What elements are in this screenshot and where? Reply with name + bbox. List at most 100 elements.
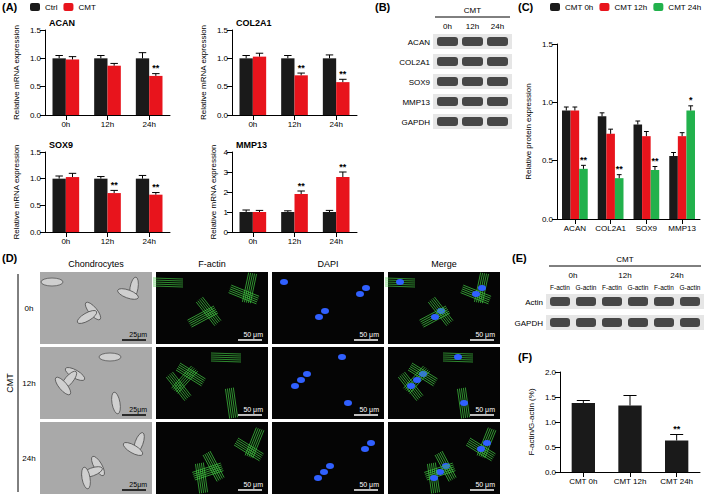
svg-text:1.5: 1.5 xyxy=(217,26,229,35)
svg-text:50 μm: 50 μm xyxy=(359,331,379,339)
svg-text:12h: 12h xyxy=(101,237,114,246)
svg-text:50 μm: 50 μm xyxy=(475,406,495,414)
svg-text:**: ** xyxy=(616,164,624,174)
svg-text:CMT: CMT xyxy=(5,373,15,393)
svg-text:CMT: CMT xyxy=(78,3,95,12)
svg-text:COL2A1: COL2A1 xyxy=(236,18,272,28)
svg-text:12h: 12h xyxy=(288,120,301,129)
svg-text:CMT: CMT xyxy=(616,255,633,264)
svg-text:Ctrl: Ctrl xyxy=(45,3,58,12)
svg-text:(D): (D) xyxy=(2,252,18,264)
svg-text:F-actin: F-actin xyxy=(198,259,226,269)
svg-text:COL2A1: COL2A1 xyxy=(399,58,430,67)
svg-text:0: 0 xyxy=(224,228,229,237)
svg-text:0h: 0h xyxy=(61,120,70,129)
svg-text:3: 3 xyxy=(224,168,229,177)
svg-text:SOX9: SOX9 xyxy=(409,78,431,87)
svg-text:GAPDH: GAPDH xyxy=(402,118,431,127)
svg-text:**: ** xyxy=(298,181,306,191)
svg-text:1.0: 1.0 xyxy=(30,54,42,63)
svg-text:1.5: 1.5 xyxy=(30,26,42,35)
svg-text:1.5: 1.5 xyxy=(542,40,554,49)
svg-text:**: ** xyxy=(339,69,347,79)
svg-text:0.0: 0.0 xyxy=(545,468,557,477)
svg-text:1.0: 1.0 xyxy=(542,98,554,107)
svg-text:Relative mRNA expression: Relative mRNA expression xyxy=(12,144,21,239)
svg-text:24h: 24h xyxy=(491,22,504,31)
svg-text:1: 1 xyxy=(224,208,229,217)
svg-text:DAPI: DAPI xyxy=(317,259,338,269)
svg-text:4: 4 xyxy=(224,148,229,157)
svg-text:*: * xyxy=(689,95,693,105)
svg-text:25μm: 25μm xyxy=(129,481,147,489)
svg-text:**: ** xyxy=(111,180,119,190)
svg-text:25μm: 25μm xyxy=(129,331,147,339)
svg-text:Relative protein expression: Relative protein expression xyxy=(524,83,533,180)
svg-text:MMP13: MMP13 xyxy=(236,140,267,150)
svg-text:24h: 24h xyxy=(329,237,342,246)
svg-text:0.5: 0.5 xyxy=(217,82,229,91)
svg-text:50 μm: 50 μm xyxy=(475,331,495,339)
svg-text:0.0: 0.0 xyxy=(30,111,42,120)
svg-text:24h: 24h xyxy=(670,271,683,280)
svg-text:0h: 0h xyxy=(443,22,452,31)
svg-text:1.5: 1.5 xyxy=(30,148,42,157)
svg-text:0h: 0h xyxy=(569,271,578,280)
svg-text:2: 2 xyxy=(224,188,229,197)
svg-text:CMT: CMT xyxy=(464,6,481,15)
svg-text:CMT 0h: CMT 0h xyxy=(565,3,593,12)
svg-text:GAPDH: GAPDH xyxy=(515,319,544,328)
svg-text:(F): (F) xyxy=(518,351,532,363)
svg-text:G-actin: G-actin xyxy=(680,284,701,291)
svg-text:0.5: 0.5 xyxy=(542,156,554,165)
svg-text:50 μm: 50 μm xyxy=(243,331,263,339)
svg-text:0.5: 0.5 xyxy=(545,443,557,452)
svg-text:0h: 0h xyxy=(248,237,257,246)
svg-text:ACAN: ACAN xyxy=(49,18,75,28)
svg-text:G-actin: G-actin xyxy=(576,284,597,291)
svg-text:Relative mRNA expression: Relative mRNA expression xyxy=(209,144,218,239)
svg-text:**: ** xyxy=(298,63,306,73)
svg-text:(B): (B) xyxy=(375,1,391,13)
svg-text:50 μm: 50 μm xyxy=(359,406,379,414)
svg-text:50 μm: 50 μm xyxy=(243,406,263,414)
svg-text:G-actin: G-actin xyxy=(628,284,649,291)
svg-text:0h: 0h xyxy=(248,120,257,129)
svg-text:1.0: 1.0 xyxy=(30,174,42,183)
svg-text:Actin: Actin xyxy=(525,298,543,307)
svg-text:12h: 12h xyxy=(101,120,114,129)
svg-text:1.0: 1.0 xyxy=(545,418,557,427)
svg-text:12h: 12h xyxy=(22,379,35,388)
svg-text:MMP13: MMP13 xyxy=(402,98,430,107)
svg-text:0.5: 0.5 xyxy=(30,82,42,91)
svg-text:CMT 12h: CMT 12h xyxy=(614,477,647,486)
svg-text:12h: 12h xyxy=(466,22,479,31)
svg-text:Relative mRNA expression: Relative mRNA expression xyxy=(199,25,208,120)
svg-text:2.0: 2.0 xyxy=(545,368,557,377)
svg-text:24h: 24h xyxy=(22,454,35,463)
svg-text:CMT 0h: CMT 0h xyxy=(569,477,597,486)
svg-text:F-actin: F-actin xyxy=(550,284,570,291)
svg-text:(E): (E) xyxy=(512,252,527,264)
svg-text:CMT 24h: CMT 24h xyxy=(668,3,701,12)
svg-text:24h: 24h xyxy=(142,120,155,129)
svg-text:SOX9: SOX9 xyxy=(636,224,658,233)
svg-text:COL2A1: COL2A1 xyxy=(595,224,626,233)
svg-text:50 μm: 50 μm xyxy=(243,481,263,489)
svg-text:Merge: Merge xyxy=(431,259,457,269)
svg-text:(C): (C) xyxy=(518,1,534,13)
svg-text:**: ** xyxy=(152,182,160,192)
svg-text:**: ** xyxy=(673,424,681,434)
svg-text:0h: 0h xyxy=(25,304,34,313)
svg-text:50 μm: 50 μm xyxy=(359,481,379,489)
svg-text:MMP13: MMP13 xyxy=(668,224,696,233)
svg-text:24h: 24h xyxy=(142,237,155,246)
svg-text:0h: 0h xyxy=(61,237,70,246)
svg-text:SOX9: SOX9 xyxy=(49,140,73,150)
svg-text:**: ** xyxy=(651,156,659,166)
svg-text:Chondrocytes: Chondrocytes xyxy=(68,259,124,269)
svg-text:ACAN: ACAN xyxy=(564,224,586,233)
svg-text:F-actin/G-actin (%): F-actin/G-actin (%) xyxy=(527,388,536,455)
svg-text:1.0: 1.0 xyxy=(217,54,229,63)
svg-text:0.5: 0.5 xyxy=(30,201,42,210)
